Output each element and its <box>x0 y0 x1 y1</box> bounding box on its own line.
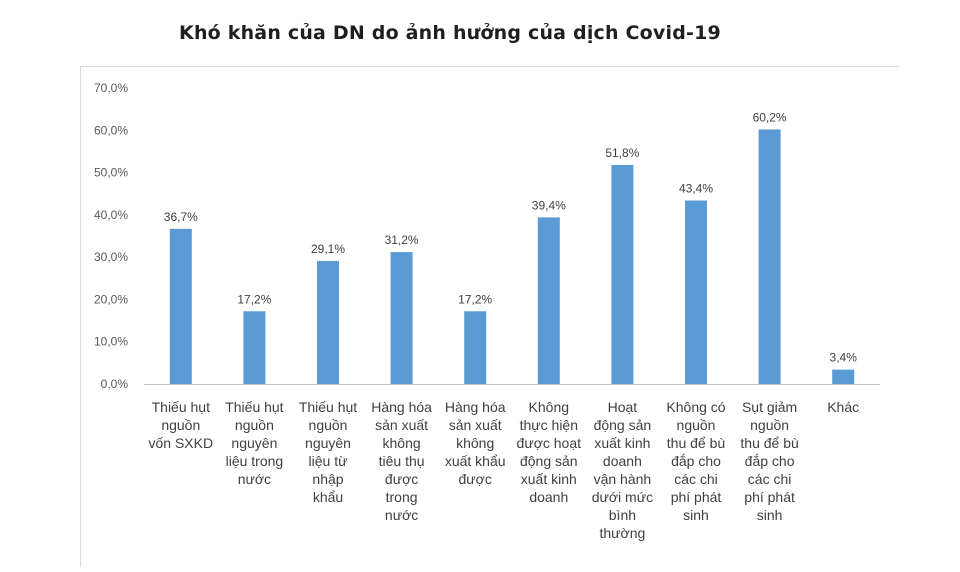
bar <box>169 228 192 384</box>
bar <box>685 200 707 384</box>
bar <box>832 369 855 384</box>
x-category-label: Thiếu hụt nguồn nguyên liệu trong nước <box>225 399 284 487</box>
y-tick-label: 70,0% <box>94 81 128 95</box>
y-tick-label: 30,0% <box>94 250 128 264</box>
data-label: 17,2% <box>237 292 271 306</box>
bar <box>611 164 634 384</box>
x-category-label: Khác <box>827 399 860 415</box>
bar <box>464 311 487 384</box>
x-category-label: Hoạt động sản xuất kinh doanh vận hành d… <box>591 399 654 541</box>
x-category-label: Sụt giảm nguồn thu để bù đắp cho các chi… <box>740 399 799 523</box>
data-label: 3,4% <box>830 351 858 365</box>
data-label: 60,2% <box>753 110 787 124</box>
y-tick-label: 50,0% <box>94 166 128 180</box>
chart-frame <box>80 66 899 567</box>
y-tick-label: 10,0% <box>94 335 128 349</box>
x-category-label: Thiếu hụt nguồn nguyên liệu từ nhập khẩu <box>298 399 358 505</box>
data-label: 29,1% <box>311 242 345 256</box>
x-category-label: Hàng hóa sản xuất không tiêu thụ được tr… <box>371 399 432 523</box>
chart-title: Khó khăn của DN do ảnh hưởng của dịch Co… <box>179 22 721 44</box>
bar <box>317 260 339 384</box>
y-tick-label: 40,0% <box>94 208 128 222</box>
data-label: 31,2% <box>385 233 419 247</box>
y-tick-label: 60,0% <box>94 123 128 137</box>
bar <box>243 311 266 384</box>
data-label: 51,8% <box>605 146 639 160</box>
x-category-label: Không có nguồn thu để bù đắp cho các chi… <box>666 399 726 523</box>
y-tick-label: 20,0% <box>94 292 128 306</box>
x-category-label: Thiếu hụt nguồn vốn SXKD <box>148 399 214 451</box>
data-label: 17,2% <box>458 292 492 306</box>
data-label: 39,4% <box>532 198 566 212</box>
x-category-label: Hàng hóa sản xuất không xuất khẩu được <box>444 399 506 487</box>
bar <box>390 252 413 384</box>
bar <box>758 129 781 384</box>
data-label: 36,7% <box>164 210 198 224</box>
x-category-label: Không thực hiện được hoạt động sản xuất … <box>516 399 582 505</box>
data-label: 43,4% <box>679 181 713 195</box>
bar <box>537 217 560 384</box>
y-tick-label: 0,0% <box>101 377 129 391</box>
